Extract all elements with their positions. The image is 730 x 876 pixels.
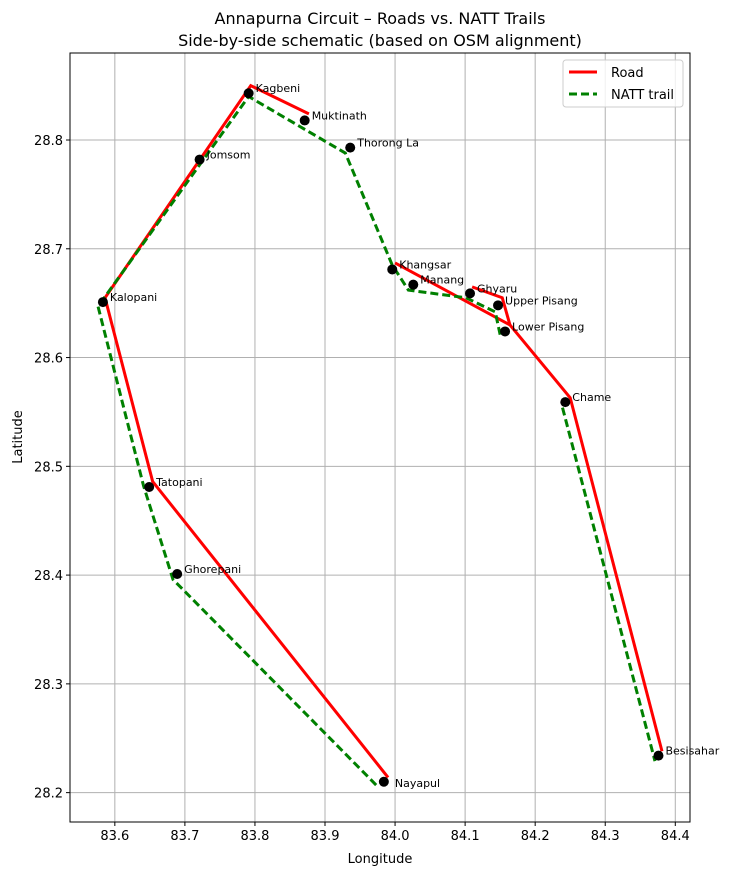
place-label: Lower Pisang <box>512 320 584 333</box>
place-label: Manang <box>420 274 464 287</box>
place-label: Nayapul <box>395 777 440 790</box>
y-tick-label: 28.4 <box>34 569 63 584</box>
x-axis-label: Longitude <box>348 852 413 867</box>
place-marker <box>345 142 356 153</box>
place-marker <box>299 115 310 126</box>
x-tick-label: 84.1 <box>451 829 480 844</box>
place-label: Jomsom <box>206 149 251 162</box>
place-markers: Kagbeni Muktinath Thorong La Jomsom Kalopani… <box>97 82 720 790</box>
place-label: Kagbeni <box>256 82 301 95</box>
x-tick-label: 84.2 <box>521 829 550 844</box>
place-label: Khangsar <box>399 258 451 271</box>
place-marker <box>144 481 155 492</box>
x-tick-label: 84.0 <box>381 829 410 844</box>
place-marker <box>500 326 511 337</box>
x-tick-label: 84.3 <box>591 829 620 844</box>
legend-road-label: Road <box>611 66 644 81</box>
y-tick-label: 28.5 <box>34 460 63 475</box>
x-tick-label: 83.7 <box>170 829 199 844</box>
place-label: Upper Pisang <box>505 294 578 307</box>
place-label: Besisahar <box>665 745 719 758</box>
place-label: Thorong La <box>356 137 419 150</box>
natt-trail-line <box>561 407 657 762</box>
place-marker <box>97 297 108 308</box>
place-marker <box>408 279 419 290</box>
road-line <box>471 285 512 326</box>
place-marker <box>243 88 254 99</box>
place-marker <box>378 776 389 787</box>
legend-trail-label: NATT trail <box>611 88 674 103</box>
x-tick-label: 84.4 <box>661 829 690 844</box>
place-label: Chame <box>572 391 611 404</box>
x-tick-label: 83.8 <box>240 829 269 844</box>
y-tick-label: 28.6 <box>34 352 63 367</box>
chart-subtitle: Side-by-side schematic (based on OSM ali… <box>178 31 582 50</box>
road-line <box>394 261 664 752</box>
y-tick-label: 28.2 <box>34 787 63 802</box>
grid <box>70 53 690 822</box>
place-marker <box>172 569 183 580</box>
series-lines <box>96 83 664 787</box>
chart-title: Annapurna Circuit – Roads vs. NATT Trail… <box>215 9 546 28</box>
legend: Road NATT trail <box>562 59 684 108</box>
place-marker <box>465 288 476 299</box>
axis-ticks: 83.6 83.7 83.8 83.9 84.0 84.1 84.2 84.3 84.4 28.2… <box>34 134 690 844</box>
place-label: Ghyaru <box>477 282 517 295</box>
x-tick-label: 83.9 <box>311 829 340 844</box>
place-label: Tatopani <box>155 476 202 489</box>
natt-trail-line <box>96 94 502 787</box>
y-tick-label: 28.7 <box>34 243 63 258</box>
place-label: Ghorepani <box>184 563 241 576</box>
place-marker <box>194 154 205 165</box>
place-marker <box>560 397 571 408</box>
y-tick-label: 28.3 <box>34 678 63 693</box>
plot-frame <box>69 52 691 823</box>
place-label: Muktinath <box>312 109 367 122</box>
place-label: Kalopani <box>110 291 157 304</box>
place-marker <box>387 264 398 275</box>
place-marker <box>493 300 504 311</box>
x-tick-label: 83.6 <box>100 829 129 844</box>
road-line <box>103 83 390 779</box>
y-tick-label: 28.8 <box>34 134 63 149</box>
y-axis-label: Latitude <box>11 410 26 464</box>
place-marker <box>653 750 664 761</box>
